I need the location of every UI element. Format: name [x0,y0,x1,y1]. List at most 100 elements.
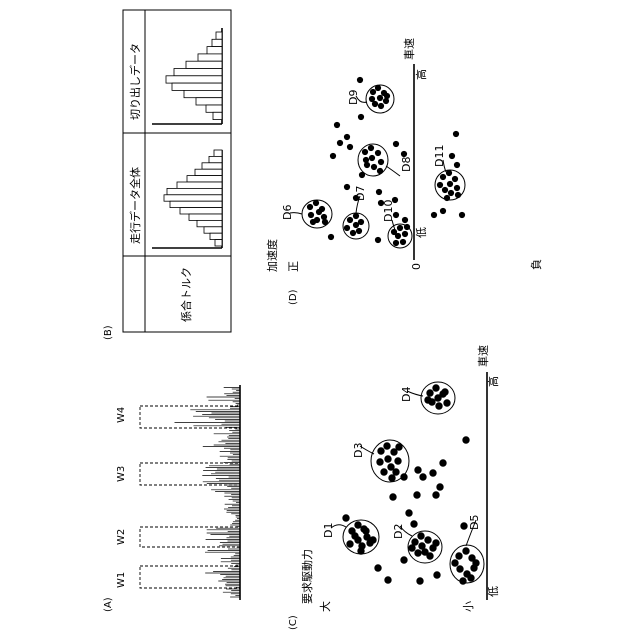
histogram-bar [212,39,222,46]
cluster-d5-label: D5 [468,515,481,530]
scatter-point [384,455,391,462]
panel-a: (A) W1 W2 W3 W4 [103,385,240,612]
scatter-point [424,536,431,543]
cluster-d9-label: D9 [347,90,360,105]
scatter-point [383,442,390,449]
histogram-bar [189,214,222,220]
scatter-point [454,185,460,191]
histogram-extracted-data-bars [166,32,222,120]
cluster-d11-label: D11 [433,145,446,167]
histogram-bar [172,83,222,90]
scatter-point [334,122,340,128]
histogram-bar [187,176,222,182]
scatter-point [384,93,390,99]
col-header-all-data: 走行データ全体 [128,167,142,244]
scatter-point [459,577,466,584]
scatter-point [426,552,433,559]
histogram-bar [202,163,222,169]
scatter-point [432,384,439,391]
scatter-point [437,182,443,188]
window-w4-box [140,406,240,428]
scatter-point [432,491,439,498]
cluster-d7-label: D7 [354,186,367,201]
scatter-point [442,187,448,193]
scatter-point [356,228,362,234]
histogram-bar [198,54,222,61]
panel-c-y-low: 小 [462,601,475,612]
scatter-point [369,96,375,102]
window-w1-label: W1 [116,572,127,588]
row-header-engagement-torque: 係合トルク [179,267,193,322]
scatter-point [353,213,359,219]
scatter-point [374,564,381,571]
scatter-point [369,536,376,543]
scatter-point [378,103,384,109]
window-w3-label: W3 [116,466,127,482]
cluster-d2-label: D2 [392,524,405,539]
scatter-point [472,559,479,566]
histogram-bar [215,240,222,246]
histogram-bar [177,182,222,188]
scatter-point [397,225,403,231]
scatter-point [405,509,412,516]
histogram-bar [204,227,222,233]
scatter-point [310,219,316,225]
scatter-point [400,473,407,480]
scatter-point [429,469,436,476]
scatter-point [369,155,375,161]
scatter-point [388,474,395,481]
histogram-bar [207,47,222,54]
panel-d-x-high: 高 [414,69,428,80]
panel-c-y-axis-title: 要求駆動力 [300,549,314,604]
histogram-bar [210,233,222,239]
histogram-bar [195,169,222,175]
scatter-point [351,532,358,539]
scatter-point [394,457,401,464]
scatter-point [376,458,383,465]
scatter-point [443,399,450,406]
scatter-point [344,225,350,231]
scatter-point [347,144,353,150]
scatter-point [346,540,353,547]
scatter-point [363,157,369,163]
panel-d-label: (D) [288,289,299,305]
scatter-point [357,77,363,83]
scatter-point [462,547,469,554]
scatter-point [440,174,446,180]
scatter-point [414,466,421,473]
scatter-point [375,150,381,156]
scatter-point [467,574,474,581]
histogram-bar [196,98,222,105]
scatter-point [307,204,313,210]
scatter-point [431,212,437,218]
window-w1-box [140,566,240,588]
panel-c-leaders [331,391,476,546]
scatter-point [337,140,343,146]
scatter-point [459,212,465,218]
scatter-point [393,240,399,246]
scatter-point [439,459,446,466]
scatter-point [395,233,401,239]
scatter-point [410,520,417,527]
panel-d-x-axis-title: 車速 [402,38,416,60]
cluster-d4-label: D4 [400,387,413,402]
histogram-bar [174,69,222,76]
scatter-point [448,190,454,196]
scatter-point [370,89,376,95]
cluster-d10-label: D10 [382,200,395,222]
col-header-extracted-data: 切り出しデータ [128,43,142,120]
histogram-bar [186,61,222,68]
histogram-bar [213,112,222,119]
panel-c-x-high: 高 [486,376,500,387]
scatter-point [416,577,423,584]
scatter-point [376,189,382,195]
scatter-point [362,149,368,155]
scatter-point [432,539,439,546]
panel-d-y-axis-title: 加速度 [265,239,279,272]
scatter-point [402,217,408,223]
histogram-bar [216,32,222,39]
scatter-point [402,231,408,237]
scatter-point [447,181,453,187]
histogram-bar [206,105,222,112]
